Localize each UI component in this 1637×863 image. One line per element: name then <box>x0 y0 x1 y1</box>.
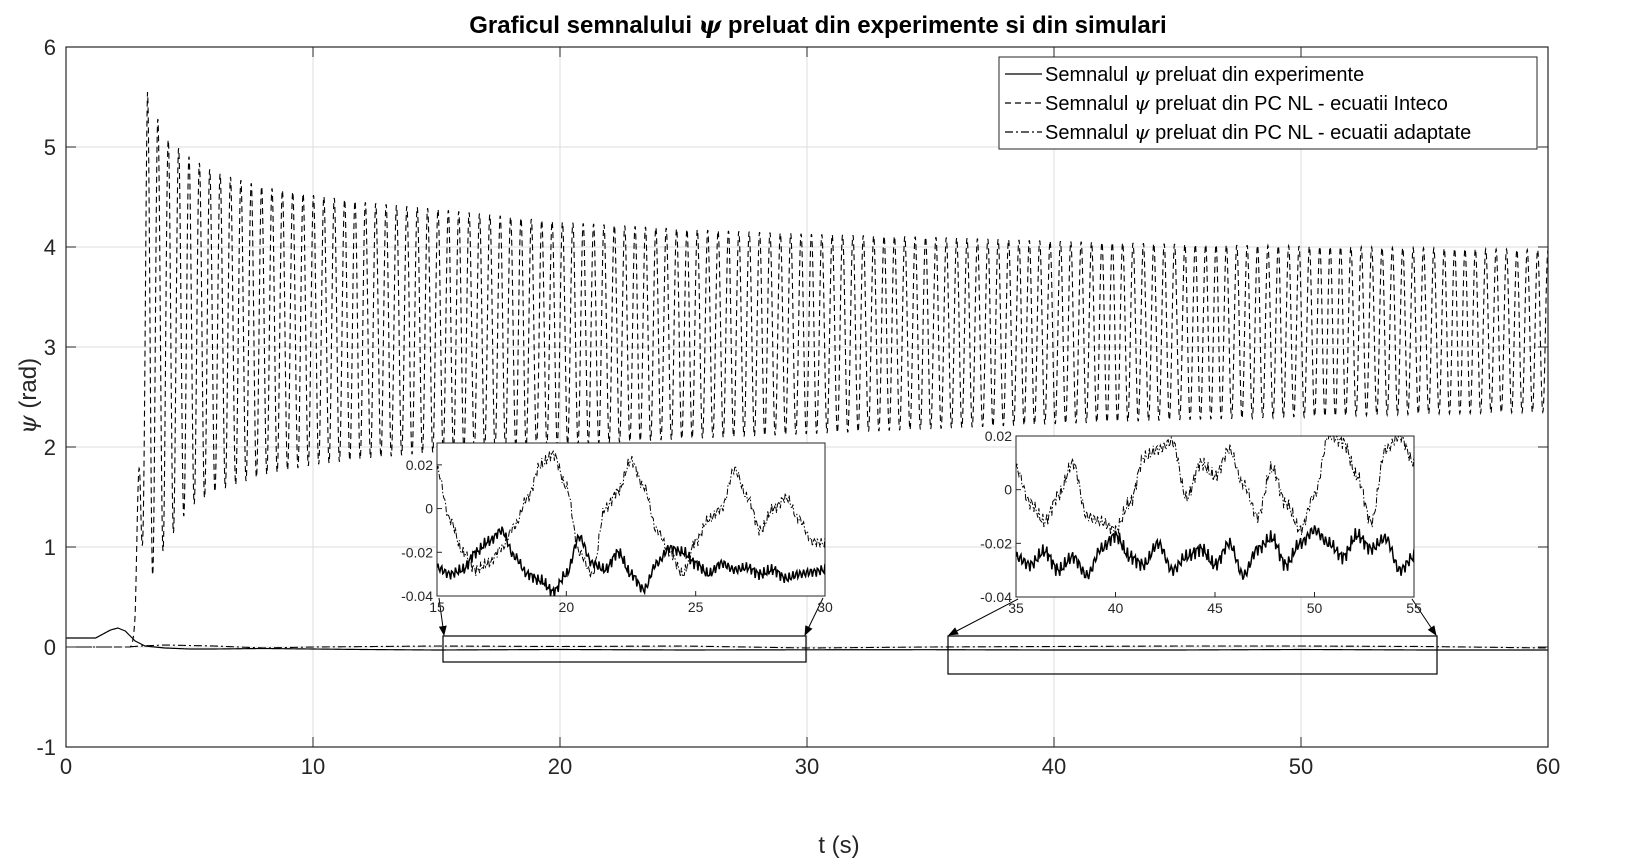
inset-y-tick-label: -0.02 <box>401 544 433 560</box>
y-tick-label: 5 <box>44 135 56 160</box>
inset-x-tick-label: 40 <box>1108 600 1124 616</box>
series-layer <box>66 91 1549 651</box>
y-tick-label: 2 <box>44 435 56 460</box>
y-tick-label: 1 <box>44 535 56 560</box>
inset-x-tick-label: 35 <box>1008 600 1024 616</box>
zoom-region-box <box>947 635 1438 675</box>
x-tick-label: 0 <box>60 754 72 779</box>
inset-axes: 15 20 25 30 0.02 0 -0.02 -0.04 <box>401 442 833 615</box>
y-tick-label: 0 <box>44 635 56 660</box>
y-tick-label: -1 <box>36 735 56 760</box>
zoom-arrow-left <box>438 597 447 636</box>
x-tick-label: 40 <box>1042 754 1066 779</box>
inset-y-tick-label: -0.02 <box>980 535 1012 551</box>
y-tick-label: 6 <box>44 35 56 60</box>
y-tick-label: 4 <box>44 235 56 260</box>
x-tick-label: 20 <box>548 754 572 779</box>
inset-y-tick-label: 0.02 <box>985 428 1012 444</box>
legend-text-part: preluat din experimente <box>1150 64 1365 86</box>
inset-x-tick-label: 15 <box>429 599 445 615</box>
series-line-inteco <box>66 91 1549 648</box>
legend-text-part: preluat din PC NL - ecuatii adaptate <box>1150 122 1472 144</box>
zoom-arrow-right <box>804 597 824 636</box>
inset-series-adaptate <box>437 450 825 578</box>
legend-entry: Semnalul ψ preluat din PC NL - ecuatii I… <box>1045 91 1448 115</box>
y-axis-label: ψ (rad) <box>14 358 42 434</box>
inset-y-tick-label: -0.04 <box>401 588 433 604</box>
inset-x-tick-label: 45 <box>1207 600 1223 616</box>
legend-text-part: Semnalul <box>1045 93 1134 115</box>
legend-psi-symbol: ψ <box>1134 62 1150 86</box>
inset-y-tick-label: 0 <box>425 501 433 517</box>
legend-entry: Semnalul ψ preluat din experimente <box>1045 62 1364 86</box>
zoom-region-box <box>442 635 807 663</box>
x-axis-label: t (s) <box>818 832 859 859</box>
inset-series-experimente <box>437 526 825 596</box>
zoom-markers <box>438 597 1438 675</box>
zoom-arrow-left <box>948 598 1019 636</box>
legend-psi-symbol: ψ <box>1134 120 1150 144</box>
legend: Semnalul ψ preluat din experimenteSemnal… <box>998 56 1538 150</box>
y-tick-label: 3 <box>44 335 56 360</box>
x-tick-label: 10 <box>301 754 325 779</box>
x-tick-label: 50 <box>1289 754 1313 779</box>
legend-text-part: preluat din PC NL - ecuatii Inteco <box>1150 93 1448 115</box>
legend-entry: Semnalul ψ preluat din PC NL - ecuatii a… <box>1045 120 1471 144</box>
inset-x-tick-label: 25 <box>688 599 704 615</box>
inset-x-tick-label: 30 <box>817 599 833 615</box>
zoom-arrow-right <box>1411 598 1437 636</box>
inset-series-experimente <box>1016 525 1414 580</box>
inset-frame <box>1015 435 1415 598</box>
legend-text-part: Semnalul <box>1045 122 1134 144</box>
x-tick-label: 30 <box>795 754 819 779</box>
inset-y-tick-label: 0 <box>1004 482 1012 498</box>
inset-x-tick-label: 20 <box>559 599 575 615</box>
x-tick-label: 60 <box>1536 754 1560 779</box>
inset-series-adaptate <box>1016 436 1414 538</box>
chart-title: Graficul semnalului ψ preluat din experi… <box>469 10 1166 39</box>
series-line-experimente <box>66 627 1548 651</box>
inset-y-tick-label: 0.02 <box>406 457 433 473</box>
legend-box <box>998 56 1538 150</box>
series-line-adaptate <box>66 644 1549 649</box>
inset-x-tick-label: 50 <box>1307 600 1323 616</box>
inset-x-tick-label: 55 <box>1406 600 1422 616</box>
legend-psi-symbol: ψ <box>1134 91 1150 115</box>
inset-y-tick-label: -0.04 <box>980 589 1012 605</box>
inset-axes: 35 40 45 50 55 0.02 0 -0.02 -0.04 <box>980 428 1422 616</box>
legend-text-part: Semnalul <box>1045 64 1134 86</box>
